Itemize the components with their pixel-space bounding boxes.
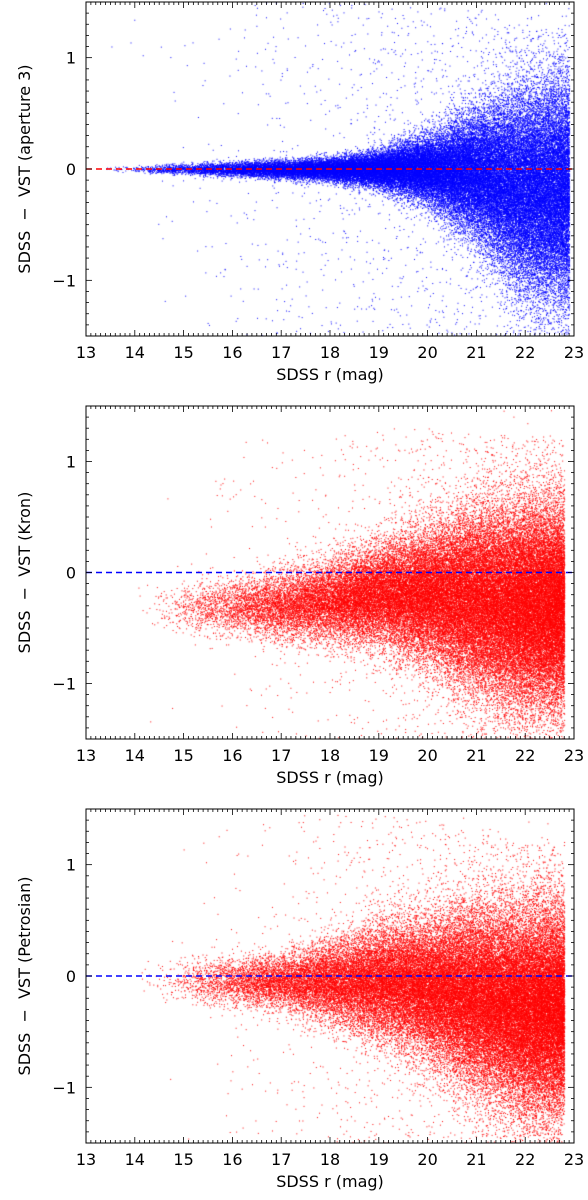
x-tick-label: 20 xyxy=(417,343,437,362)
y-axis-label: SDSS − VST (Kron) xyxy=(15,492,34,654)
x-tick-label: 20 xyxy=(417,1150,437,1169)
x-axis-label: SDSS r (mag) xyxy=(276,365,384,384)
x-tick-label: 19 xyxy=(369,746,389,765)
x-tick-label: 17 xyxy=(271,746,291,765)
x-tick-label: 18 xyxy=(320,343,340,362)
y-tick-label: 1 xyxy=(66,453,76,472)
x-tick-label: 16 xyxy=(222,343,242,362)
y-tick-label: 1 xyxy=(66,49,76,68)
panel-1: 13 14 15 16 17 18 19 20 21 22 23 −1 0 1 SDSS r (mag) SD… xyxy=(15,1,584,384)
x-tick-label: 16 xyxy=(222,746,242,765)
x-tick-label: 14 xyxy=(125,1150,145,1169)
x-tick-label: 18 xyxy=(320,1150,340,1169)
x-tick-label: 14 xyxy=(125,746,145,765)
y-tick-label: 0 xyxy=(66,564,76,583)
y-tick-label: −1 xyxy=(52,1078,76,1097)
x-tick-label: 20 xyxy=(417,746,437,765)
panel-2: 13 14 15 16 17 18 19 20 21 22 23 −1 0 1 SDSS r (mag) SD… xyxy=(15,405,584,787)
x-tick-label: 13 xyxy=(76,746,96,765)
x-axis-label: SDSS r (mag) xyxy=(276,768,384,787)
x-axis-label: SDSS r (mag) xyxy=(276,1172,384,1191)
x-tick-label: 23 xyxy=(564,746,584,765)
y-tick-label: 0 xyxy=(66,160,76,179)
x-tick-label: 17 xyxy=(271,343,291,362)
y-tick-label: −1 xyxy=(52,271,76,290)
x-tick-label: 13 xyxy=(76,1150,96,1169)
x-tick-label: 15 xyxy=(173,343,193,362)
x-tick-label: 21 xyxy=(466,343,486,362)
x-tick-label: 21 xyxy=(466,746,486,765)
x-tick-label: 18 xyxy=(320,746,340,765)
x-tick-label: 23 xyxy=(564,1150,584,1169)
x-tick-label: 23 xyxy=(564,343,584,362)
y-axis-label: SDSS − VST (Petrosian) xyxy=(15,877,34,1076)
y-axis-label: SDSS − VST (aperture 3) xyxy=(15,64,34,273)
x-tick-label: 14 xyxy=(125,343,145,362)
y-tick-label: 1 xyxy=(66,856,76,875)
y-tick-label: −1 xyxy=(52,675,76,694)
x-tick-label: 19 xyxy=(369,343,389,362)
x-tick-label: 21 xyxy=(466,1150,486,1169)
x-tick-label: 19 xyxy=(369,1150,389,1169)
y-tick-label: 0 xyxy=(66,967,76,986)
panel-3: 13 14 15 16 17 18 19 20 21 22 23 −1 0 1 SDSS r (mag) SD… xyxy=(15,808,584,1191)
x-tick-label: 16 xyxy=(222,1150,242,1169)
x-tick-label: 22 xyxy=(515,1150,535,1169)
x-tick-label: 15 xyxy=(173,746,193,765)
x-tick-label: 15 xyxy=(173,1150,193,1169)
x-tick-label: 22 xyxy=(515,343,535,362)
x-tick-label: 13 xyxy=(76,343,96,362)
x-tick-label: 22 xyxy=(515,746,535,765)
x-tick-label: 17 xyxy=(271,1150,291,1169)
